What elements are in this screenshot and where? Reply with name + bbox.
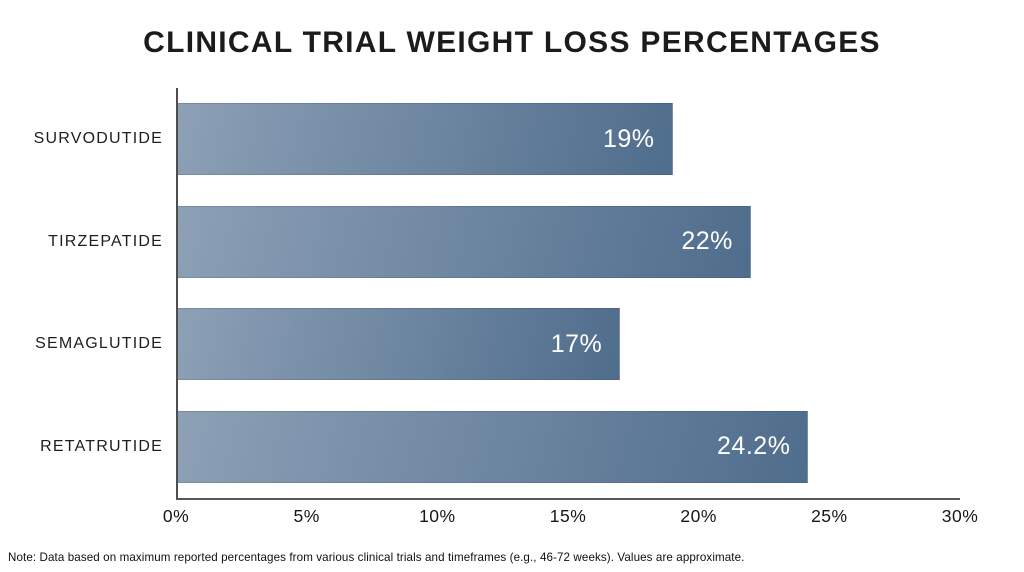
bar-row: RETATRUTIDE 24.2% <box>0 396 960 499</box>
y-axis-line <box>176 88 178 500</box>
x-axis-line <box>176 498 960 500</box>
bar: 22% <box>176 205 751 278</box>
bar: 24.2% <box>176 410 809 483</box>
x-tick-label: 5% <box>293 506 320 526</box>
x-axis-ticks: 0% 5% 10% 15% 20% 25% 30% <box>163 506 978 532</box>
bar-value-label: 17% <box>550 329 603 358</box>
category-label: SURVODUTIDE <box>33 130 163 148</box>
bar-track: 19% <box>176 103 960 176</box>
bar-value-label: 22% <box>681 227 733 256</box>
bar-row: SEMAGLUTIDE 17% <box>0 293 960 396</box>
bar-value-label: 24.2% <box>717 432 791 461</box>
x-tick-label: 0% <box>162 506 190 526</box>
category-label: RETATRUTIDE <box>40 437 163 455</box>
x-tick-label: 30% <box>941 506 979 526</box>
category-label: TIRZEPATIDE <box>48 232 163 250</box>
x-tick-label: 10% <box>419 506 456 526</box>
chart-title: CLINICAL TRIAL WEIGHT LOSS PERCENTAGES <box>143 26 881 59</box>
bar-value-label: 19% <box>602 124 655 153</box>
bar-track: 22% <box>176 205 960 278</box>
footnote: Note: Data based on maximum reported per… <box>8 551 745 564</box>
x-tick-label: 20% <box>680 506 717 526</box>
category-label: SEMAGLUTIDE <box>35 335 163 353</box>
bar-rows: SURVODUTIDE 19% TIRZEPATIDE 22% SEMAGLUTIDE 1… <box>0 88 960 498</box>
bar-track: 17% <box>176 308 960 381</box>
bar: 17% <box>176 308 621 381</box>
bar-row: SURVODUTIDE 19% <box>0 88 960 191</box>
x-tick-label: 25% <box>811 506 848 526</box>
bar-track: 24.2% <box>176 410 960 483</box>
bar: 19% <box>176 103 673 176</box>
bar-row: TIRZEPATIDE 22% <box>0 191 960 294</box>
x-tick-label: 15% <box>549 506 587 526</box>
